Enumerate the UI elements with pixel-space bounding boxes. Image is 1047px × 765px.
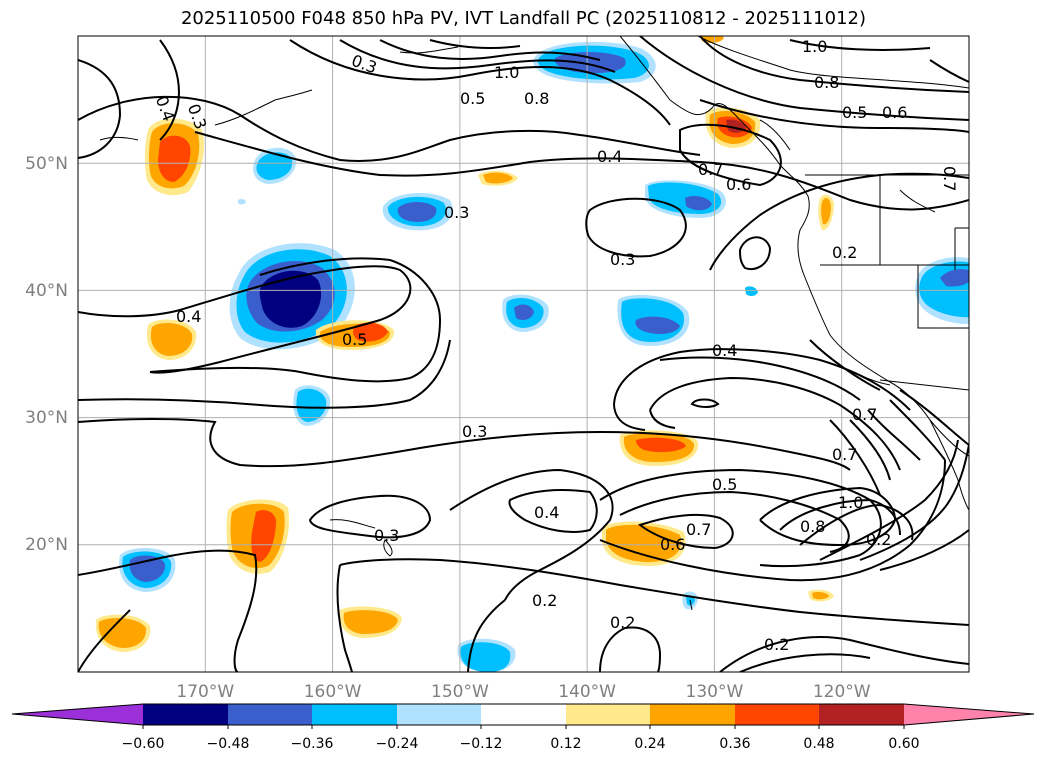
colorbar-tick-label: −0.60 [122, 736, 165, 752]
colorbar-segment [566, 704, 650, 725]
colorbar-segment [143, 704, 228, 725]
contour-label: 0.5 [712, 475, 737, 494]
contour-label: 1.0 [494, 63, 519, 82]
contour-label: 0.3 [444, 203, 469, 222]
colorbar-segment [312, 704, 397, 725]
contour-label: 0.4 [712, 341, 737, 360]
contour-label: 0.2 [866, 530, 891, 549]
lon-tick-label: 130°W [686, 682, 744, 702]
contour-label: 0.5 [342, 330, 367, 349]
colorbar: −0.60 −0.48 −0.36 −0.24 −0.12 0.12 0.24 … [11, 703, 1035, 752]
contour-label: 0.8 [814, 73, 839, 92]
contour-label: 0.6 [882, 103, 907, 122]
contour-label: 0.6 [726, 175, 751, 194]
colorbar-tick-label: 0.48 [803, 736, 834, 752]
contour-label: 0.3 [610, 250, 635, 269]
colorbar-tick-label: −0.12 [460, 736, 503, 752]
contour-label: 0.7 [686, 520, 711, 539]
colorbar-tick-label: 0.36 [719, 736, 750, 752]
contour-label: 0.2 [832, 243, 857, 262]
contour-label: 0.7 [940, 166, 959, 191]
colorbar-extend-max [904, 704, 1034, 725]
contour-label: 1.0 [838, 493, 863, 512]
contour-label: 0.4 [534, 503, 559, 522]
lat-tick-label: 30°N [25, 408, 68, 428]
contour-label: 0.2 [610, 613, 635, 632]
lon-tick-label: 120°W [813, 682, 871, 702]
colorbar-segment [650, 704, 735, 725]
lat-tick-label: 50°N [25, 154, 68, 174]
map-title: 2025110500 F048 850 hPa PV, IVT Landfall… [180, 8, 867, 29]
longitude-labels: 170°W 160°W 150°W 140°W 130°W 120°W [176, 682, 870, 702]
coastlines [99, 36, 969, 611]
contour-label: 0.7 [852, 405, 877, 424]
contour-label: 0.3 [462, 422, 487, 441]
colorbar-tick-label: 0.12 [550, 736, 581, 752]
colorbar-extend-min [12, 704, 143, 725]
contour-label: 0.2 [764, 635, 789, 654]
contour-label: 0.4 [597, 147, 622, 166]
colorbar-tick-label: −0.24 [376, 736, 419, 752]
colorbar-tick-label: −0.48 [207, 736, 250, 752]
latitude-labels: 50°N 40°N 30°N 20°N [25, 154, 68, 555]
lon-tick-label: 170°W [176, 682, 234, 702]
lon-tick-label: 160°W [304, 682, 362, 702]
lon-tick-label: 140°W [558, 682, 616, 702]
colorbar-tick-label: −0.36 [291, 736, 334, 752]
colorbar-segment [397, 704, 481, 725]
colorbar-segment [735, 704, 819, 725]
contour-label: 0.7 [698, 160, 723, 179]
colorbar-tick-label: 0.24 [634, 736, 665, 752]
lon-tick-label: 150°W [431, 682, 489, 702]
contour-label: 0.2 [532, 591, 557, 610]
contour-label: 0.5 [460, 89, 485, 108]
contour-label: 0.7 [832, 445, 857, 464]
contour-label: 0.6 [660, 535, 685, 554]
ivt-contours [78, 36, 969, 672]
contour-label: 0.8 [800, 517, 825, 536]
map-area: 1.0 0.8 0.5 0.6 0.4 0.7 0.6 0.3 0.4 0.2 … [78, 36, 969, 672]
map-frame [77, 35, 970, 673]
colorbar-tick-label: 0.60 [888, 736, 919, 752]
colorbar-segment [819, 704, 904, 725]
contour-label: 0.4 [176, 307, 201, 326]
contour-label: 0.8 [524, 89, 549, 108]
contour-label: 0.5 [842, 103, 867, 122]
contour-label: 1.0 [802, 37, 827, 56]
lat-tick-label: 20°N [25, 535, 68, 555]
contour-label: 0.3 [374, 526, 399, 545]
colorbar-segment [228, 704, 312, 725]
colorbar-segment [481, 704, 566, 725]
lat-tick-label: 40°N [25, 281, 68, 301]
